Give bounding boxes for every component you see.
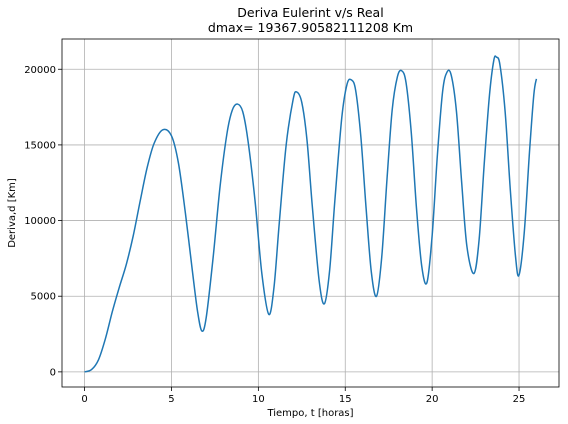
tick-layer: 0 5 10 15 20 25 0 5000 10000 15000 20000 (24, 65, 525, 405)
series-line (84, 55, 538, 373)
x-tick-label: 10 (252, 394, 265, 405)
grid (62, 39, 559, 387)
x-tick-label: 5 (168, 394, 174, 405)
chart-subtitle: dmax= 19367.90582111208 Km (208, 20, 413, 35)
x-tick-label: 15 (339, 394, 352, 405)
y-tick-label: 15000 (24, 140, 56, 151)
chart-title: Deriva Eulerint v/s Real (237, 5, 383, 20)
series-layer (84, 55, 538, 373)
x-tick-label: 20 (426, 394, 439, 405)
y-tick-label: 10000 (24, 216, 56, 227)
y-axis-label: Deriva,d [Km] (7, 178, 18, 248)
y-tick-label: 5000 (31, 292, 56, 303)
y-tick-label: 20000 (24, 65, 56, 76)
plot-area-frame (61, 38, 560, 388)
x-tick-label: 0 (81, 394, 87, 405)
x-axis-label: Tiempo, t [horas] (266, 408, 353, 419)
y-tick-label: 0 (50, 367, 56, 378)
x-tick-label: 25 (513, 394, 526, 405)
